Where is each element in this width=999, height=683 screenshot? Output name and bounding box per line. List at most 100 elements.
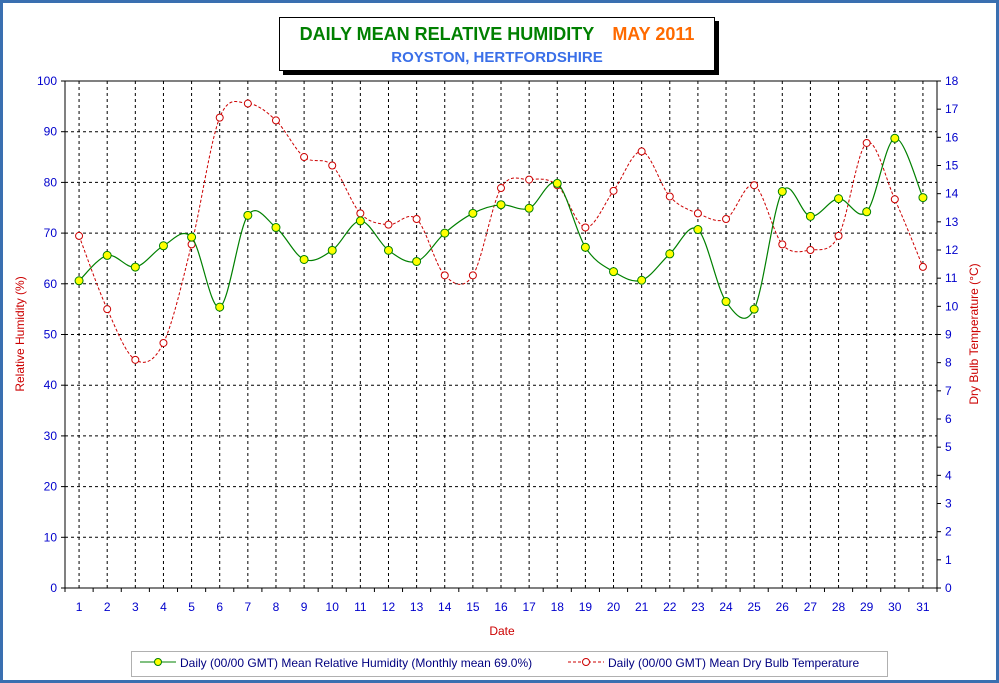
x-tick-label: 10 [326, 600, 340, 614]
y-tick-label-left: 60 [44, 277, 58, 291]
legend: Daily (00/00 GMT) Mean Relative Humidity… [131, 651, 888, 677]
temperature-point [806, 246, 815, 254]
y-tick-label-right: 16 [945, 130, 959, 144]
y-tick-label-left: 100 [37, 74, 57, 88]
humidity-point [187, 232, 197, 242]
x-tick-label: 13 [410, 600, 424, 614]
x-tick-label: 17 [522, 600, 536, 614]
temperature-point [918, 262, 927, 271]
x-tick-label: 14 [438, 600, 452, 614]
chart-subtitle: ROYSTON, HERTFORDSHIRE [391, 49, 603, 66]
x-tick-label: 31 [916, 600, 930, 614]
x-tick-label: 12 [382, 600, 396, 614]
y-axis-title-right: Dry Bulb Temperature (°C) [967, 263, 981, 404]
temperature-point [722, 215, 731, 224]
temperature-point [131, 355, 140, 364]
y-tick-label-right: 8 [945, 356, 952, 370]
y-tick-label-right: 18 [945, 74, 959, 88]
x-tick-label: 28 [832, 600, 846, 614]
chart-title-month: MAY 2011 [612, 24, 695, 44]
humidity-point [355, 216, 365, 226]
temperature-point [609, 186, 618, 195]
x-tick-label: 27 [804, 600, 818, 614]
x-tick-label: 18 [551, 600, 565, 614]
y-tick-label-right: 12 [945, 243, 959, 257]
y-tick-label-left: 40 [44, 378, 58, 392]
y-tick-label-left: 50 [44, 328, 58, 342]
x-tick-label: 9 [301, 600, 308, 614]
temperature-point [384, 220, 393, 229]
humidity-point [299, 254, 309, 264]
x-tick-label: 23 [691, 600, 705, 614]
x-tick-label: 11 [354, 600, 367, 614]
temperature-point [412, 215, 421, 224]
humidity-point [412, 256, 422, 266]
y-tick-label-left: 70 [44, 226, 58, 240]
humidity-point [693, 225, 703, 235]
humidity-point [102, 250, 112, 260]
temperature-point [75, 231, 84, 240]
x-axis-title: Date [489, 624, 515, 638]
temperature-point [243, 99, 252, 108]
humidity-point [74, 276, 84, 286]
humidity-point [580, 242, 590, 252]
title-line: DAILY MEAN RELATIVE HUMIDITY MAY 2011 [280, 24, 714, 45]
axes: 0102030405060708090100012345678910111213… [37, 74, 959, 614]
x-tick-label: 25 [747, 600, 761, 614]
y-tick-label-right: 6 [945, 412, 952, 426]
y-tick-label-right: 7 [945, 384, 952, 398]
legend-temperature-symbol [568, 658, 604, 666]
y-tick-label-left: 20 [44, 480, 58, 494]
temperature-point [440, 271, 449, 280]
x-tick-label: 15 [466, 600, 480, 614]
temperature-point [356, 209, 365, 218]
y-tick-label-left: 30 [44, 429, 58, 443]
x-tick-label: 3 [132, 600, 139, 614]
x-tick-label: 16 [494, 600, 508, 614]
x-tick-label: 4 [160, 600, 167, 614]
legend-temperature-label: Daily (00/00 GMT) Mean Dry Bulb Temperat… [608, 656, 860, 670]
humidity-point [721, 297, 731, 307]
humidity-point [834, 194, 844, 204]
temperature-point [581, 223, 590, 232]
x-tick-label: 2 [104, 600, 111, 614]
temperature-point [693, 209, 702, 218]
humidity-point [243, 210, 253, 220]
temperature-point [525, 175, 534, 184]
x-tick-label: 6 [216, 600, 223, 614]
chart-title-box: DAILY MEAN RELATIVE HUMIDITY MAY 2011 ROY… [279, 17, 715, 71]
series-layer [74, 99, 928, 364]
humidity-point [862, 207, 872, 217]
y-tick-label-right: 9 [945, 328, 952, 342]
x-tick-label: 5 [188, 600, 195, 614]
x-tick-label: 24 [719, 600, 733, 614]
grid-lines [65, 81, 937, 588]
temperature-point [862, 138, 871, 147]
humidity-point [496, 200, 506, 210]
legend-humidity-symbol [140, 658, 176, 666]
humidity-point [665, 249, 675, 259]
humidity-point [215, 302, 225, 312]
legend-humidity-label: Daily (00/00 GMT) Mean Relative Humidity… [180, 656, 533, 670]
y-tick-label-right: 11 [945, 271, 958, 285]
temperature-line [78, 101, 924, 363]
y-tick-label-right: 17 [945, 102, 959, 116]
x-tick-label: 29 [860, 600, 874, 614]
temperature-point [215, 113, 224, 122]
x-tick-label: 19 [579, 600, 593, 614]
y-tick-label-right: 1 [945, 553, 952, 567]
humidity-point [271, 223, 281, 233]
y-tick-label-right: 0 [945, 581, 952, 595]
humidity-point [440, 228, 450, 238]
temperature-point [665, 192, 674, 201]
humidity-point [777, 187, 787, 197]
y-tick-label-right: 5 [945, 440, 952, 454]
y-tick-label-right: 4 [945, 468, 952, 482]
y-tick-label-left: 80 [44, 175, 58, 189]
humidity-point [609, 267, 619, 277]
y-tick-label-left: 10 [44, 530, 58, 544]
humidity-point [890, 133, 900, 143]
humidity-point [637, 275, 647, 285]
humidity-point [524, 203, 534, 213]
